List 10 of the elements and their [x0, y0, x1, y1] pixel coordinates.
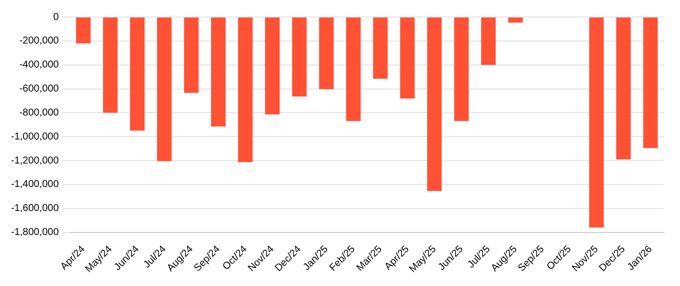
y-tick-label: -200,000 — [19, 36, 60, 47]
y-tick-label: -1,600,000 — [10, 203, 60, 214]
y-tick-label: -1,000,000 — [10, 131, 60, 142]
y-tick-label: -1,200,000 — [10, 155, 60, 166]
y-tick-label: -600,000 — [19, 84, 60, 95]
y-tick-label: -1,800,000 — [10, 227, 60, 238]
y-tick-label: 0 — [53, 12, 60, 23]
y-tick-label: -1,400,000 — [10, 179, 60, 190]
y-tick-label: -800,000 — [19, 107, 60, 118]
y-tick-label: -400,000 — [19, 60, 60, 71]
